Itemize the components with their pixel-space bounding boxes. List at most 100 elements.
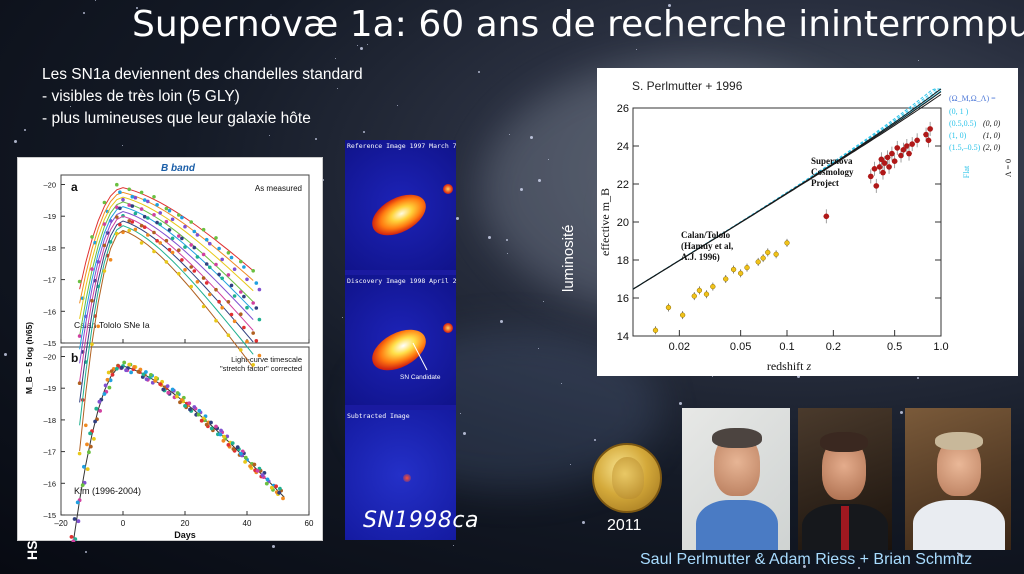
panel-b-point: [199, 418, 204, 423]
field-star: [443, 184, 453, 194]
panel-b-point: [122, 360, 127, 365]
panel-b-point: [178, 400, 182, 405]
panel-a-point: [220, 305, 224, 310]
panel-a-point: [164, 219, 169, 224]
star: [508, 133, 510, 135]
panel-b-point: [92, 437, 96, 441]
panel-b-point: [72, 517, 77, 521]
lc-ytick-b-label: –18: [43, 416, 56, 425]
panel-b-point: [277, 490, 282, 495]
panel-b-point: [106, 370, 111, 375]
panel-a-point: [239, 312, 243, 316]
panel-a-point: [146, 199, 150, 204]
panel-a-point: [102, 222, 107, 226]
hubble-xlabel: redshift z: [767, 359, 812, 373]
panel-a-point: [133, 211, 138, 216]
panel-b-curve: [69, 360, 285, 542]
high-z-point: [904, 143, 910, 149]
high-z-point: [886, 164, 892, 170]
panel-a-point: [201, 252, 206, 257]
panel-a-point: [146, 233, 150, 237]
panel-a-point: [139, 190, 144, 195]
legend-lambda0-entry: (0, 0): [983, 119, 1001, 128]
light-curve-ticks: –20 0 20 40 60–20–19–18–17–16–15–20–19–18–17…: [43, 181, 314, 528]
panel-b-point: [97, 399, 102, 404]
panel-b-caption: Kim (1996-2004): [74, 486, 141, 496]
high-z-point: [927, 126, 933, 132]
panel-a-point: [152, 213, 156, 217]
star: [121, 144, 123, 146]
panel-b-point: [187, 401, 192, 406]
star: [538, 179, 542, 183]
legend-flat-entry: (1, 0): [949, 131, 967, 140]
hubble-ytick-label: 20: [617, 217, 629, 229]
panel-a-point: [192, 269, 197, 273]
supernova-images: Reference Image 1997 March 7th Discovery…: [345, 140, 456, 540]
flat-label: Flat: [962, 165, 971, 178]
panel-b-point: [93, 419, 97, 424]
panel-a-template-curve: [79, 187, 254, 290]
star: [900, 411, 904, 415]
lc-ytick-b-label: –20: [43, 353, 56, 362]
panel-a-point: [170, 236, 175, 241]
low-z-point: [665, 304, 672, 311]
panel-b-point: [161, 387, 166, 392]
star: [233, 99, 235, 101]
panel-b-point: [82, 464, 86, 469]
panel-a-point: [170, 217, 175, 222]
lc-xtick-label: –20: [54, 519, 68, 528]
high-z-point: [881, 160, 888, 166]
panel-a-point: [121, 197, 125, 202]
scp-label-3: Project: [811, 178, 839, 188]
panel-b-point: [88, 444, 93, 449]
panel-b-point: [107, 385, 112, 390]
host-galaxy-blob: [365, 186, 433, 244]
lc-ytick-a-label: –17: [43, 276, 56, 285]
panel-b-point: [222, 434, 227, 439]
panel-a-point: [118, 206, 122, 211]
panel-b-point: [144, 377, 149, 382]
panel-a-point: [254, 306, 259, 310]
panel-b-point: [219, 428, 223, 433]
star: [547, 159, 549, 161]
panel-a-point: [214, 262, 218, 267]
riess-tie: [841, 506, 849, 550]
star: [357, 45, 359, 47]
panel-a-point: [254, 339, 259, 343]
hubble-credit: S. Perlmutter + 1996: [632, 79, 743, 93]
slide-title: Supernovæ 1a: 60 ans de recherche ininte…: [132, 4, 1024, 45]
panel-a-point: [239, 259, 243, 264]
star: [858, 567, 861, 570]
high-z-point: [925, 137, 932, 144]
lc-ytick-b-label: –19: [43, 384, 56, 393]
panel-b-point: [149, 373, 153, 377]
panel-b-point: [252, 462, 257, 467]
legend-flat-entry: (0, 1 ): [949, 107, 969, 116]
low-z-point: [710, 283, 716, 290]
subtracted-image: Subtracted Image: [345, 410, 456, 540]
bullet-1: Les SN1a deviennent des chandelles stand…: [42, 66, 363, 83]
light-curve-ylabel: M_B – 5 log (h/65): [24, 322, 34, 394]
panel-a-point: [130, 204, 135, 208]
lc-xtick-label: 40: [243, 519, 252, 528]
hubble-svg: S. Perlmutter + 1996 0.02 0.05 0.1 0.2 0.5 1.…: [598, 79, 1013, 373]
panel-a-point: [167, 247, 172, 252]
panel-a-point: [201, 276, 206, 280]
star: [3, 353, 7, 357]
scp-label-1: Supernova: [811, 156, 853, 166]
star: [459, 413, 461, 415]
hubble-xtick-label: 0.2: [826, 341, 841, 353]
high-z-point: [880, 169, 886, 176]
panel-b-point: [76, 519, 81, 524]
panel-b-point: [124, 368, 128, 373]
high-z-point: [914, 137, 920, 144]
panel-a-point: [229, 255, 234, 260]
high-z-point: [871, 166, 878, 172]
panel-b-point: [69, 535, 74, 539]
panel-b-letter: b: [71, 351, 78, 365]
panel-a-point: [251, 269, 255, 273]
panel-a-point: [130, 194, 135, 199]
star: [322, 179, 325, 182]
panel-a-template-curve: [79, 206, 254, 350]
low-z-point: [755, 259, 761, 265]
